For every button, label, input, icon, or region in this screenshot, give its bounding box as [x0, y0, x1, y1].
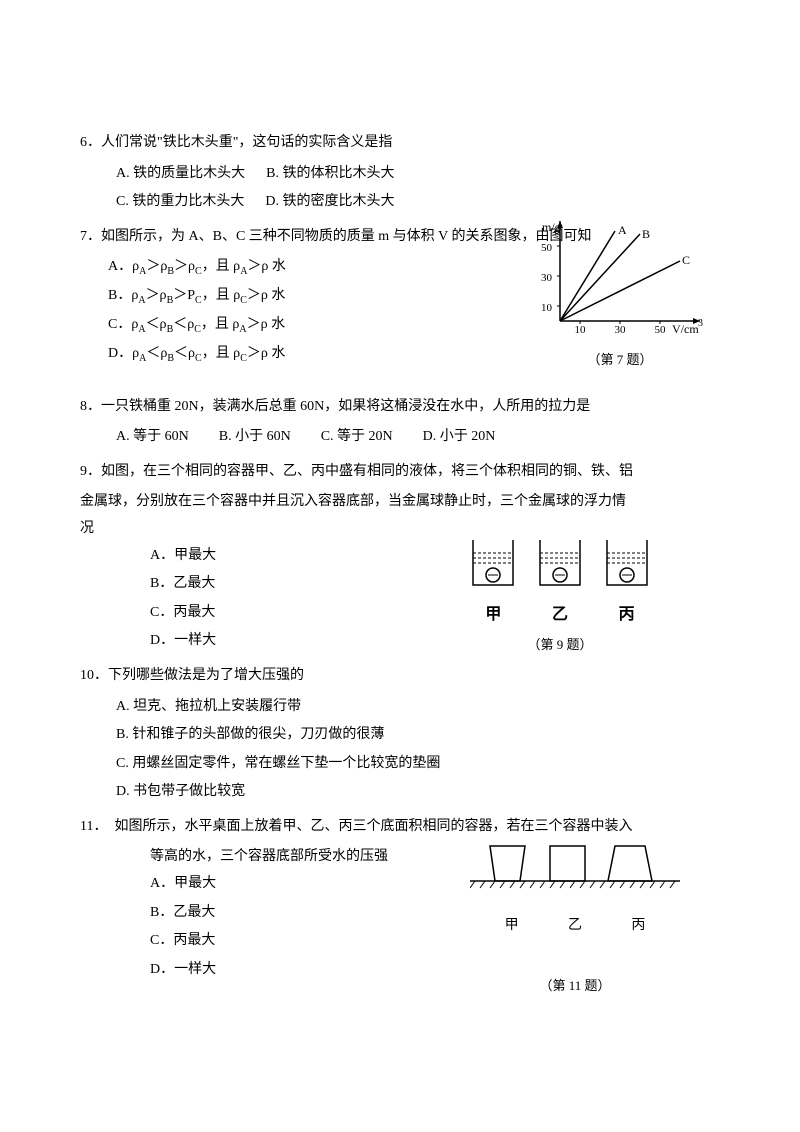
- q10-text: 10．下列哪些做法是为了增大压强的: [80, 663, 720, 690]
- q9-text: 9．如图，在三个相同的容器甲、乙、丙中盛有相同的液体，将三个体积相同的铜、铁、铝: [80, 459, 720, 486]
- q9-line2: 金属球，分别放在三个容器中并且沉入容器底部，当金属球静止时，三个金属球的浮力情: [80, 489, 720, 516]
- q8-options: A. 等于 60N B. 小于 60N C. 等于 20N D. 小于 20N: [80, 424, 720, 451]
- q6-optC: C. 铁的重力比木头大: [116, 194, 244, 209]
- figure-7: 10 30 50 10 30 50 m/g V/cm 3 A B C （第 7 …: [530, 216, 710, 373]
- svg-text:10: 10: [575, 324, 587, 336]
- q6-num: 6．: [80, 135, 101, 150]
- q6-options-row2: C. 铁的重力比木头大 D. 铁的密度比木头大: [80, 189, 720, 216]
- label-bing: 丙: [602, 600, 652, 630]
- q8-num: 8．: [80, 399, 101, 414]
- vessels-svg: [470, 836, 680, 896]
- question-9: 9．如图，在三个相同的容器甲、乙、丙中盛有相同的液体，将三个体积相同的铜、铁、铝…: [80, 459, 720, 655]
- q10-optC: C. 用螺丝固定零件，常在螺丝下垫一个比较宽的垫圈: [80, 751, 720, 778]
- q6-optD: D. 铁的密度比木头大: [265, 194, 394, 209]
- question-7: 7．如图所示，为 A、B、C 三种不同物质的质量 m 与体积 V 的关系图象，由…: [80, 224, 720, 368]
- vessel-jia: 甲: [505, 913, 519, 940]
- beaker-yi: 乙: [535, 535, 585, 631]
- fig7-caption: （第 7 题）: [530, 348, 710, 373]
- question-10: 10．下列哪些做法是为了增大压强的 A. 坦克、拖拉机上安装履行带 B. 针和锥…: [80, 663, 720, 806]
- svg-text:50: 50: [655, 324, 667, 336]
- svg-text:A: A: [618, 223, 627, 237]
- q8-optA: A. 等于 60N: [116, 429, 189, 444]
- q7-num: 7．: [80, 229, 101, 244]
- q7-stem: 如图所示，为 A、B、C 三种不同物质的质量 m 与体积 V 的关系图象，由图可…: [101, 229, 592, 244]
- q10-stem: 下列哪些做法是为了增大压强的: [108, 668, 304, 683]
- svg-text:10: 10: [541, 302, 553, 314]
- q10-optA: A. 坦克、拖拉机上安装履行带: [80, 694, 720, 721]
- q10-optD: D. 书包带子做比较宽: [80, 779, 720, 806]
- svg-text:3: 3: [698, 318, 703, 329]
- q6-stem: 人们常说"铁比木头重"，这句话的实际含义是指: [101, 135, 392, 150]
- fig11-caption: （第 11 题）: [470, 974, 680, 999]
- svg-text:C: C: [682, 253, 690, 267]
- label-yi: 乙: [535, 600, 585, 630]
- beaker-bing: 丙: [602, 535, 652, 631]
- q9-num: 9．: [80, 464, 101, 479]
- q11-line1: 如图所示，水平桌面上放着甲、乙、丙三个底面积相同的容器，若在三个容器中装入: [114, 819, 632, 834]
- q10-optB: B. 针和锥子的头部做的很尖，刀刃做的很薄: [80, 722, 720, 749]
- q6-optB: B. 铁的体积比木头大: [266, 166, 394, 181]
- question-8: 8．一只铁桶重 20N，装满水后总重 60N，如果将这桶浸没在水中，人所用的拉力…: [80, 394, 720, 451]
- beaker-jia: 甲: [468, 535, 518, 631]
- q6-text: 6．人们常说"铁比木头重"，这句话的实际含义是指: [80, 130, 720, 157]
- svg-text:30: 30: [615, 324, 627, 336]
- fig9-caption: （第 9 题）: [460, 633, 660, 658]
- svg-text:V/cm: V/cm: [672, 322, 699, 336]
- vessel-yi: 乙: [568, 913, 582, 940]
- q8-optC: C. 等于 20N: [321, 429, 393, 444]
- svg-text:B: B: [642, 227, 650, 241]
- q6-optA: A. 铁的质量比木头大: [116, 166, 245, 181]
- q11-num: 11．: [80, 819, 107, 834]
- vessel-bing: 丙: [631, 913, 645, 940]
- figure-11: 甲 乙 丙 （第 11 题）: [470, 836, 680, 998]
- chart-7-svg: 10 30 50 10 30 50 m/g V/cm 3 A B C: [530, 216, 710, 336]
- q8-stem: 一只铁桶重 20N，装满水后总重 60N，如果将这桶浸没在水中，人所用的拉力是: [101, 399, 590, 414]
- q8-optD: D. 小于 20N: [423, 429, 496, 444]
- q6-options-row1: A. 铁的质量比木头大 B. 铁的体积比木头大: [80, 161, 720, 188]
- q10-num: 10．: [80, 668, 108, 683]
- svg-text:30: 30: [541, 272, 553, 284]
- question-11: 11． 如图所示，水平桌面上放着甲、乙、丙三个底面积相同的容器，若在三个容器中装…: [80, 814, 720, 984]
- svg-text:50: 50: [541, 242, 553, 254]
- figure-9: 甲 乙: [460, 535, 660, 658]
- q8-text: 8．一只铁桶重 20N，装满水后总重 60N，如果将这桶浸没在水中，人所用的拉力…: [80, 394, 720, 421]
- svg-text:m/g: m/g: [542, 220, 561, 234]
- label-jia: 甲: [468, 600, 518, 630]
- q8-optB: B. 小于 60N: [219, 429, 291, 444]
- q9-line1: 如图，在三个相同的容器甲、乙、丙中盛有相同的液体，将三个体积相同的铜、铁、铝: [101, 464, 633, 479]
- question-6: 6．人们常说"铁比木头重"，这句话的实际含义是指 A. 铁的质量比木头大 B. …: [80, 130, 720, 216]
